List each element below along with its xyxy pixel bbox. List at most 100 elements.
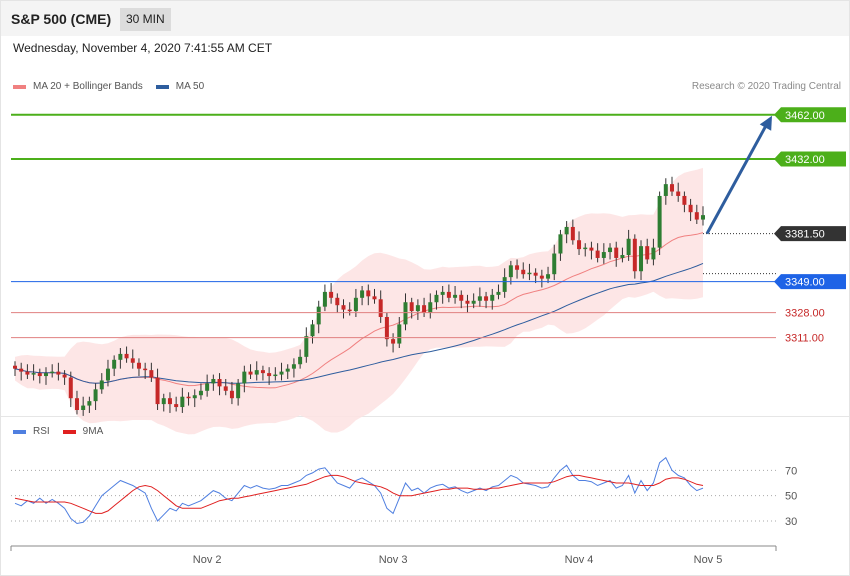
legend-swatch-9ma <box>62 429 76 434</box>
candle-body <box>254 370 259 375</box>
candle <box>601 243 606 264</box>
research-credit: Research © 2020 Trading Central <box>691 81 841 92</box>
level-tag-3432.00 <box>774 151 846 167</box>
rsi-series-9ma <box>14 474 704 514</box>
candle-body <box>589 247 594 251</box>
candle-body <box>670 184 675 192</box>
legend-item-rsi: RSI <box>13 426 50 437</box>
candle-body <box>676 191 681 196</box>
candle-body <box>68 377 73 399</box>
timeframe-badge[interactable]: 30 MIN <box>120 8 171 31</box>
candle-body <box>167 398 172 405</box>
candle-body <box>546 274 551 279</box>
level-label-3328.00: 3328.00 <box>785 308 825 320</box>
candle <box>508 260 513 285</box>
candle-body <box>31 373 36 375</box>
legend-item-ma50: MA 50 <box>155 81 205 92</box>
bollinger-band-area <box>15 167 703 435</box>
candle-body <box>397 324 402 344</box>
candle <box>242 365 247 393</box>
candle-body <box>81 405 86 410</box>
candle <box>174 396 179 412</box>
candle-body <box>180 396 185 408</box>
candle <box>13 361 17 377</box>
level-label-3432.00: 3432.00 <box>785 154 825 166</box>
candle-body <box>409 302 414 312</box>
candle-body <box>74 398 79 410</box>
moving-average-layer <box>14 232 704 389</box>
level-label-3311.00: 3311.00 <box>785 333 824 345</box>
candle <box>632 234 637 279</box>
candle-body <box>353 297 358 312</box>
candle <box>564 221 569 244</box>
candle-body <box>236 383 241 399</box>
candle <box>267 367 272 385</box>
candle-body <box>322 291 327 307</box>
projection-arrow-line <box>705 123 769 235</box>
level-tag-3462.00 <box>774 107 846 123</box>
candle <box>329 283 334 304</box>
candle-body <box>446 291 451 298</box>
candle-body <box>192 395 197 399</box>
candle <box>223 379 228 396</box>
candle <box>93 383 98 410</box>
candle-body <box>273 374 278 377</box>
candle-body <box>223 386 228 391</box>
candle-body <box>595 250 600 258</box>
candle <box>254 361 259 381</box>
candle-body <box>229 390 234 399</box>
candle <box>118 348 123 369</box>
projection-arrowhead <box>759 115 772 131</box>
candle-body <box>527 272 532 275</box>
candle <box>397 317 402 348</box>
candle <box>335 293 340 313</box>
candle <box>273 367 278 381</box>
candle-body <box>440 291 445 295</box>
candle-body <box>620 255 625 258</box>
candle <box>415 299 420 320</box>
legend-label-ma50: MA 50 <box>175 81 205 92</box>
candle <box>453 286 458 304</box>
candle-body <box>521 269 526 275</box>
candle-body <box>279 371 284 375</box>
candle <box>205 374 210 397</box>
candle <box>422 297 427 317</box>
candle <box>682 191 687 213</box>
candle-body <box>539 275 544 279</box>
candle-body <box>118 353 123 360</box>
candle-body <box>477 296 482 301</box>
panel-separator <box>1 416 849 417</box>
candle <box>694 204 699 224</box>
candle-body <box>459 294 464 301</box>
candle-body <box>651 247 656 260</box>
candle <box>155 368 160 410</box>
candle <box>446 284 451 303</box>
candle <box>285 364 290 379</box>
candle-body <box>136 362 141 369</box>
candle <box>25 364 30 379</box>
candle <box>515 259 520 279</box>
candle <box>521 262 526 279</box>
candle <box>626 229 631 261</box>
candle <box>19 362 24 381</box>
candle-layer <box>13 176 705 416</box>
candle <box>614 241 619 267</box>
candle-body <box>502 277 507 292</box>
level-label-3381.50: 3381.50 <box>785 229 825 241</box>
main-legend: MA 20 + Bollinger Bands MA 50 <box>13 81 217 92</box>
candle <box>595 243 600 263</box>
candle-body <box>93 389 98 402</box>
candle <box>68 371 73 408</box>
candle-body <box>130 358 135 363</box>
candle <box>657 191 662 255</box>
candle-body <box>217 379 222 387</box>
candle-body <box>329 291 334 298</box>
candle-body <box>564 226 569 235</box>
candle <box>322 284 327 312</box>
candle-body <box>415 305 420 312</box>
candle-body <box>626 238 631 255</box>
candle <box>310 319 315 344</box>
candle-body <box>577 240 582 250</box>
candle <box>539 269 544 288</box>
candle <box>663 178 668 205</box>
